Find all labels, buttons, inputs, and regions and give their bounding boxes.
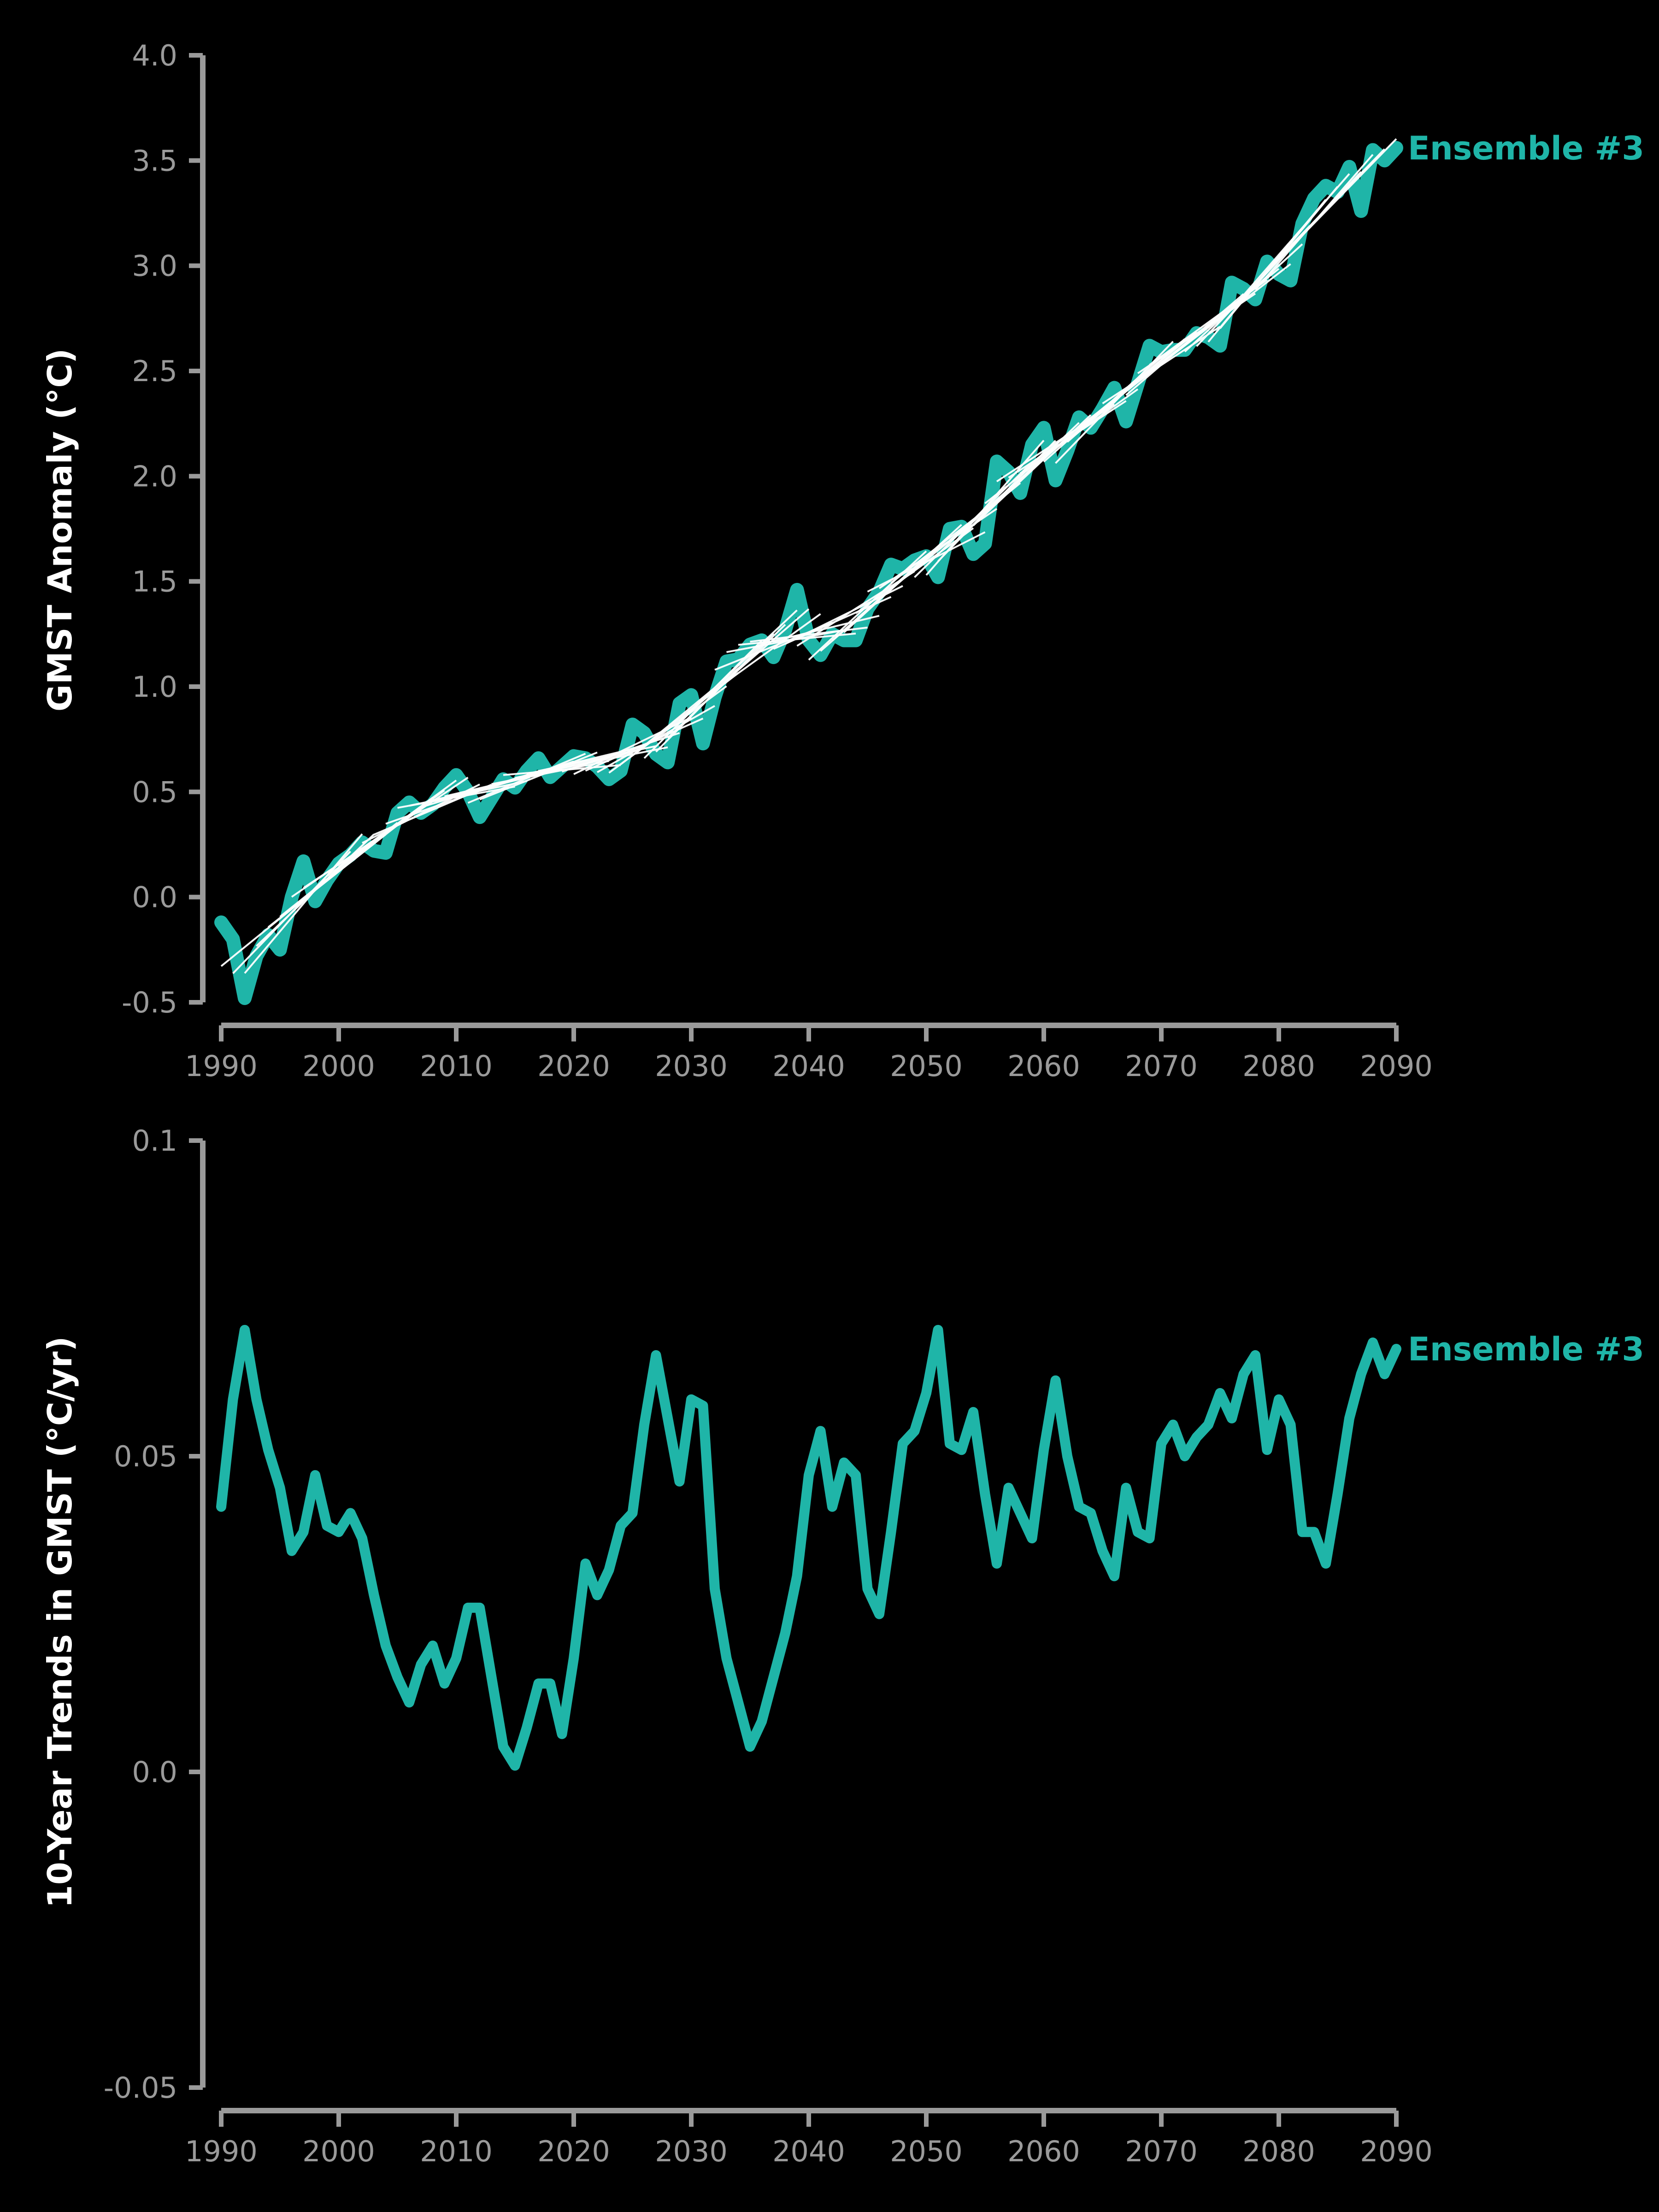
trend-segment bbox=[467, 753, 586, 804]
x-tick-label: 2030 bbox=[655, 2135, 728, 2168]
y-tick-label: -0.05 bbox=[104, 2071, 177, 2105]
x-tick-label: 2050 bbox=[890, 1049, 963, 1083]
x-tick-label: 2080 bbox=[1242, 1049, 1315, 1083]
trend-segment bbox=[1266, 148, 1385, 271]
x-tick-label: 2090 bbox=[1360, 1049, 1433, 1083]
trend-segment bbox=[679, 609, 798, 722]
y-tick-label: 0.0 bbox=[132, 1755, 177, 1789]
y-tick-label: 4.0 bbox=[132, 39, 177, 72]
x-tick-label: 2020 bbox=[537, 1049, 610, 1083]
x-tick-label: 2040 bbox=[772, 1049, 845, 1083]
x-tick-label: 2070 bbox=[1125, 1049, 1198, 1083]
y-tick-label: 0.1 bbox=[132, 1124, 177, 1158]
trend-axes: -0.05 0.0 0.05 0.1 1990 2000 2010 2020 2030 2040 2… bbox=[104, 1124, 1433, 2168]
y-tick-label: 2.0 bbox=[132, 459, 177, 493]
trend-segment bbox=[479, 751, 598, 800]
gmst-anomaly-panel: -0.5 0.0 0.5 1.0 1.5 2.0 2.5 3.0 3.5 4.0 1990 2000 2… bbox=[41, 39, 1644, 1083]
gmst-axes: -0.5 0.0 0.5 1.0 1.5 2.0 2.5 3.0 3.5 4.0 1990 2000 2… bbox=[122, 39, 1433, 1083]
gmst-trend-panel: -0.05 0.0 0.05 0.1 1990 2000 2010 2020 2030 2040 2… bbox=[41, 1124, 1644, 2168]
x-tick-label: 2090 bbox=[1360, 2135, 1433, 2168]
trend-segment bbox=[867, 531, 986, 593]
x-tick-label: 2080 bbox=[1242, 2135, 1315, 2168]
gmst-y-axis-title: GMST Anomaly (°C) bbox=[41, 348, 79, 712]
trend-y-axis-title: 10-Year Trends in GMST (°C/yr) bbox=[41, 1336, 79, 1908]
gmst-trend-segments bbox=[220, 138, 1397, 974]
trend-series-group bbox=[216, 1325, 1401, 1771]
trend-segment bbox=[550, 746, 668, 772]
y-tick-label: 1.0 bbox=[132, 670, 177, 704]
x-tick-label: 2040 bbox=[772, 2135, 845, 2168]
x-tick-label: 2000 bbox=[302, 1049, 375, 1083]
x-tick-label: 1990 bbox=[185, 2135, 258, 2168]
trend-segment bbox=[491, 760, 609, 785]
gmst-series-label: Ensemble #3 bbox=[1408, 129, 1644, 167]
trend-segment bbox=[503, 764, 621, 776]
y-tick-label: 3.0 bbox=[132, 249, 177, 283]
x-tick-label: 2070 bbox=[1125, 2135, 1198, 2168]
trend-segment bbox=[244, 833, 363, 974]
x-tick-label: 2030 bbox=[655, 1049, 728, 1083]
x-tick-label: 2060 bbox=[1007, 2135, 1080, 2168]
x-tick-label: 2000 bbox=[302, 2135, 375, 2168]
trend-segment bbox=[1231, 173, 1350, 310]
y-tick-label: 2.5 bbox=[132, 354, 177, 388]
trend-segment bbox=[702, 613, 821, 700]
y-tick-label: -0.5 bbox=[122, 986, 177, 1019]
x-tick-label: 2020 bbox=[537, 2135, 610, 2168]
y-tick-label: 0.0 bbox=[132, 881, 177, 914]
x-tick-label: 2060 bbox=[1007, 1049, 1080, 1083]
x-tick-label: 2010 bbox=[420, 1049, 493, 1083]
y-tick-label: 3.5 bbox=[132, 144, 177, 177]
y-tick-label: 0.5 bbox=[132, 775, 177, 809]
trend-segment bbox=[761, 615, 880, 645]
x-tick-label: 2010 bbox=[420, 2135, 493, 2168]
x-tick-label: 1990 bbox=[185, 1049, 258, 1083]
y-tick-label: 0.05 bbox=[114, 1440, 177, 1473]
trend-segment bbox=[1278, 138, 1397, 260]
x-tick-label: 2050 bbox=[890, 2135, 963, 2168]
series-line bbox=[216, 1325, 1401, 1771]
trend-series-label: Ensemble #3 bbox=[1408, 1330, 1644, 1368]
y-tick-label: 1.5 bbox=[132, 565, 177, 599]
trend-segment bbox=[632, 658, 751, 756]
trend-segment bbox=[350, 777, 469, 858]
